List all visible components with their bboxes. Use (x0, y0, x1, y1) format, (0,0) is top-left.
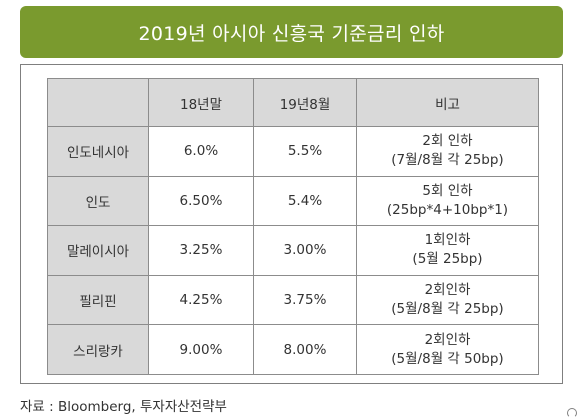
country-cell: 필리핀 (47, 274, 149, 326)
rate-end-2018-cell: 9.00% (148, 324, 254, 375)
rate-end-2018-cell: 3.25% (148, 225, 254, 276)
note-line-2: (7월/8월 각 25bp) (391, 152, 504, 169)
header-aug-2019: 19년8월 (253, 78, 357, 127)
note-line-1: 2회인하 (424, 282, 471, 299)
header-end-2018: 18년말 (148, 78, 254, 127)
page-title: 2019년 아시아 신흥국 기준금리 인하 (138, 22, 445, 45)
note-cell: 2회인하 (5월/8월 각 50bp) (356, 324, 539, 375)
rate-aug-2019-cell: 5.5% (253, 126, 357, 177)
header-blank (47, 78, 149, 127)
note-cell: 2회인하 (5월/8월 각 25bp) (356, 274, 539, 326)
rate-end-2018-cell: 6.50% (148, 175, 254, 227)
rate-end-2018-cell: 4.25% (148, 274, 254, 326)
note-line-2: (25bp*4+10bp*1) (386, 201, 509, 218)
note-cell: 2회 인하 (7월/8월 각 25bp) (356, 126, 539, 177)
country-cell: 말레이시아 (47, 225, 149, 276)
note-cell: 1회인하 (5월 25bp) (356, 225, 539, 276)
note-line-2: (5월 25bp) (412, 251, 483, 268)
table-row: 인도 6.50% 5.4% 5회 인하 (25bp*4+10bp*1) (47, 175, 539, 227)
note-line-1: 2회인하 (424, 331, 471, 348)
note-line-1: 1회인하 (424, 232, 471, 249)
table-panel: 18년말 19년8월 비고 인도네시아 6.0% 5.5% 2회 인하 (7월/… (20, 64, 563, 384)
partial-symbol-icon (567, 408, 577, 418)
country-cell: 인도 (47, 175, 149, 227)
title-banner: 2019년 아시아 신흥국 기준금리 인하 (20, 6, 563, 58)
rate-aug-2019-cell: 3.00% (253, 225, 357, 276)
table-row: 말레이시아 3.25% 3.00% 1회인하 (5월 25bp) (47, 225, 539, 276)
source-note: 자료 : Bloomberg, 투자자산전략부 (20, 399, 227, 415)
table-row: 필리핀 4.25% 3.75% 2회인하 (5월/8월 각 25bp) (47, 274, 539, 326)
rate-table: 18년말 19년8월 비고 인도네시아 6.0% 5.5% 2회 인하 (7월/… (47, 78, 539, 375)
rate-aug-2019-cell: 5.4% (253, 175, 357, 227)
country-cell: 스리랑카 (47, 324, 149, 375)
header-note: 비고 (356, 78, 539, 127)
rate-aug-2019-cell: 3.75% (253, 274, 357, 326)
table-header-row: 18년말 19년8월 비고 (47, 78, 539, 127)
rate-aug-2019-cell: 8.00% (253, 324, 357, 375)
note-line-2: (5월/8월 각 25bp) (391, 301, 504, 318)
note-line-1: 2회 인하 (422, 133, 473, 150)
table-row: 스리랑카 9.00% 8.00% 2회인하 (5월/8월 각 50bp) (47, 324, 539, 375)
rate-end-2018-cell: 6.0% (148, 126, 254, 177)
note-line-1: 5회 인하 (422, 182, 473, 199)
table-row: 인도네시아 6.0% 5.5% 2회 인하 (7월/8월 각 25bp) (47, 126, 539, 177)
note-cell: 5회 인하 (25bp*4+10bp*1) (356, 175, 539, 227)
country-cell: 인도네시아 (47, 126, 149, 177)
note-line-2: (5월/8월 각 50bp) (391, 350, 504, 367)
